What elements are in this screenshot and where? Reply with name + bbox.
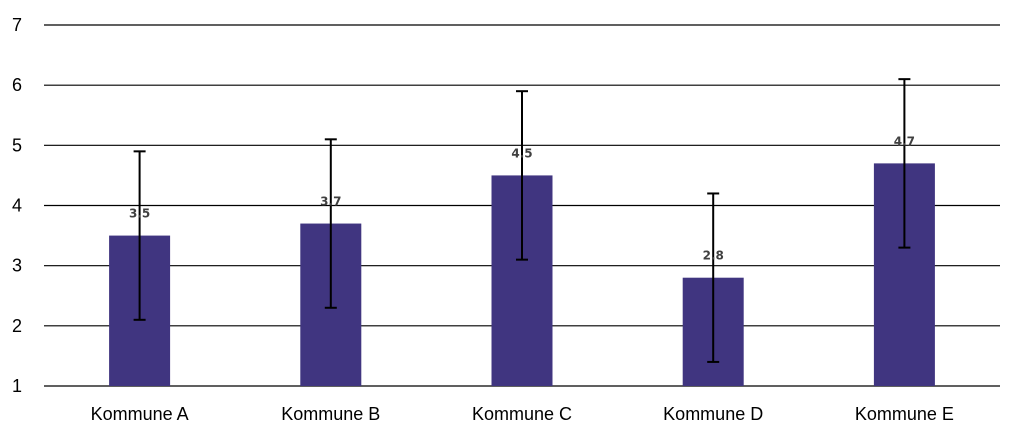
x-tick-label: Kommune B xyxy=(281,404,380,424)
x-tick-label: Kommune E xyxy=(855,404,954,424)
data-label: 3.5 xyxy=(129,207,150,221)
y-tick-label: 4 xyxy=(12,196,22,216)
data-label: 3.7 xyxy=(320,195,341,209)
data-label: 4.7 xyxy=(894,134,915,148)
y-tick-label: 1 xyxy=(12,376,22,396)
y-tick-label: 2 xyxy=(12,316,22,336)
y-tick-label: 5 xyxy=(12,135,22,155)
data-label: 4.5 xyxy=(511,146,532,160)
error-bars xyxy=(133,78,911,363)
data-label: 2.8 xyxy=(703,249,724,263)
y-tick-label: 3 xyxy=(12,256,22,276)
y-axis-ticks: 1 2 3 4 5 6 7 xyxy=(12,15,22,396)
x-tick-label: Kommune D xyxy=(663,404,763,424)
y-tick-label: 6 xyxy=(12,75,22,95)
x-axis-categories: Kommune A Kommune B Kommune C Kommune D Komm… xyxy=(91,404,954,424)
x-tick-label: Kommune A xyxy=(91,404,189,424)
x-tick-label: Kommune C xyxy=(472,404,572,424)
data-labels: 3.5 3.7 4.5 2.8 4.7 xyxy=(129,134,915,262)
y-tick-label: 7 xyxy=(12,15,22,35)
